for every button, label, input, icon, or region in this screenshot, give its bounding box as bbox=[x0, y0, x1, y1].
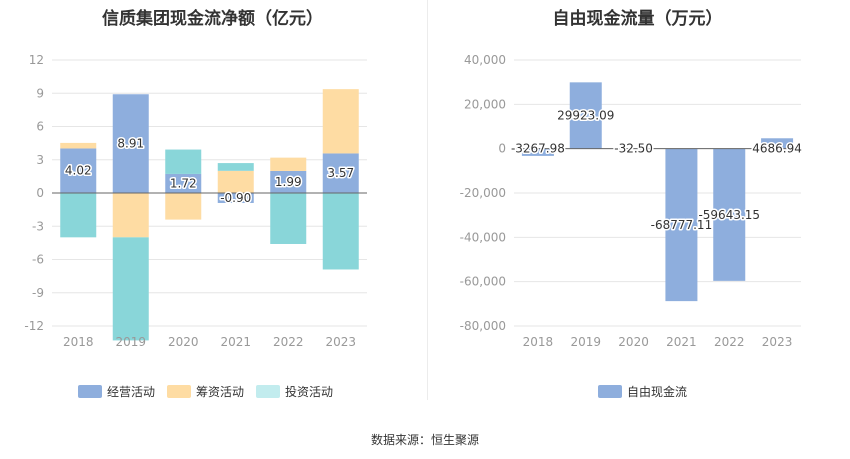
y-tick-label: -3 bbox=[32, 219, 44, 233]
y-tick-label: 6 bbox=[36, 120, 44, 134]
legend-swatch-fcf bbox=[598, 385, 622, 398]
y-tick-label: 3 bbox=[36, 153, 44, 167]
x-tick-label: 2021 bbox=[666, 335, 697, 349]
bar-segment-financing bbox=[270, 157, 307, 171]
x-tick-label: 2023 bbox=[762, 335, 793, 349]
bar-segment-operating bbox=[112, 94, 149, 193]
y-tick-label: 9 bbox=[36, 86, 44, 100]
bar-segment-operating bbox=[270, 170, 307, 193]
y-tick-label: -12 bbox=[24, 319, 44, 333]
y-tick-label: -80,000 bbox=[460, 319, 506, 333]
y-tick-label: -6 bbox=[32, 253, 44, 267]
data-label: -68777.11 bbox=[651, 218, 713, 232]
data-label: -3267.98 bbox=[511, 142, 565, 156]
data-label: 1.72 bbox=[170, 176, 197, 190]
data-label: 8.91 bbox=[117, 137, 144, 151]
x-tick-label: 2018 bbox=[523, 335, 554, 349]
bar-segment-financing bbox=[165, 193, 202, 220]
y-tick-label: 12 bbox=[29, 53, 44, 67]
data-label: 1.99 bbox=[275, 175, 302, 189]
bar-fcf bbox=[521, 148, 554, 156]
x-tick-label: 2020 bbox=[618, 335, 649, 349]
legend-label-investing: 投资活动 bbox=[285, 385, 334, 399]
panel-divider bbox=[427, 0, 428, 400]
x-tick-label: 2018 bbox=[63, 335, 94, 349]
data-label: -59643.15 bbox=[698, 208, 760, 222]
bar-segment-operating bbox=[217, 193, 254, 203]
bar-segment-investing bbox=[322, 193, 359, 270]
y-tick-label: 40,000 bbox=[464, 53, 506, 67]
bar-fcf bbox=[569, 82, 602, 149]
y-tick-label: -40,000 bbox=[460, 230, 506, 244]
data-label: -32.50 bbox=[614, 142, 653, 156]
y-tick-label: 0 bbox=[36, 186, 44, 200]
legend-item-financing[interactable]: 筹资活动 bbox=[167, 383, 244, 400]
bar-segment-operating bbox=[165, 173, 202, 193]
data-label: 4686.94 bbox=[752, 142, 802, 156]
left-chart-plot: 12 9 6 3 0 -3 -6 -9 -12 2018 2019 2020 2021 2022 2023 4… bbox=[24, 53, 367, 349]
legend-swatch-operating bbox=[78, 385, 102, 398]
legend-label-financing: 筹资活动 bbox=[196, 385, 245, 399]
y-tick-label: -60,000 bbox=[460, 275, 506, 289]
legend-swatch-financing bbox=[167, 385, 192, 398]
bar-segment-financing bbox=[60, 142, 97, 149]
left-chart-title: 信质集团现金流净额（亿元） bbox=[102, 9, 323, 29]
data-label: -0.90 bbox=[220, 191, 251, 205]
x-tick-label: 2023 bbox=[325, 335, 356, 349]
left-chart-legend: 经营活动 筹资活动 投资活动 bbox=[72, 383, 339, 400]
y-tick-label: 0 bbox=[498, 142, 506, 156]
data-label: 3.57 bbox=[327, 166, 354, 180]
bar-segment-financing bbox=[217, 170, 254, 193]
bar-segment-financing bbox=[112, 193, 149, 238]
x-tick-label: 2021 bbox=[220, 335, 251, 349]
right-chart-legend: 自由现金流 bbox=[592, 383, 693, 400]
legend-label-operating: 经营活动 bbox=[107, 385, 156, 399]
bar-segment-financing bbox=[322, 89, 359, 154]
x-tick-label: 2022 bbox=[273, 335, 304, 349]
x-tick-label: 2019 bbox=[570, 335, 601, 349]
bar-segment-investing bbox=[165, 149, 202, 174]
legend-label-fcf: 自由现金流 bbox=[627, 385, 688, 399]
bar-segment-operating bbox=[322, 153, 359, 193]
bar-segment-investing bbox=[217, 163, 254, 171]
bar-fcf bbox=[665, 148, 698, 302]
data-source-note: 数据来源：恒生聚源 bbox=[370, 433, 479, 447]
bar-segment-investing bbox=[270, 193, 307, 244]
bar-fcf bbox=[761, 138, 794, 149]
bar-fcf bbox=[713, 148, 746, 281]
x-tick-label: 2022 bbox=[714, 335, 745, 349]
y-tick-label: -9 bbox=[32, 286, 44, 300]
data-label: 29923.09 bbox=[557, 109, 614, 123]
data-label: 4.02 bbox=[65, 164, 92, 178]
legend-swatch-investing bbox=[256, 385, 281, 398]
y-tick-label: -20,000 bbox=[460, 186, 506, 200]
x-tick-label: 2020 bbox=[168, 335, 199, 349]
legend-item-fcf[interactable]: 自由现金流 bbox=[598, 383, 687, 400]
y-tick-label: 20,000 bbox=[464, 97, 506, 111]
bar-segment-operating bbox=[60, 148, 97, 193]
legend-item-investing[interactable]: 投资活动 bbox=[256, 383, 333, 400]
x-tick-label: 2019 bbox=[115, 335, 146, 349]
right-chart-plot: 40,000 20,000 0 -20,000 -40,000 -60,000 -80,00… bbox=[460, 53, 804, 349]
legend-item-operating[interactable]: 经营活动 bbox=[78, 383, 155, 400]
bar-segment-investing bbox=[60, 193, 97, 238]
bar-segment-investing bbox=[112, 237, 149, 341]
right-chart-title: 自由现金流量（万元） bbox=[552, 9, 723, 29]
